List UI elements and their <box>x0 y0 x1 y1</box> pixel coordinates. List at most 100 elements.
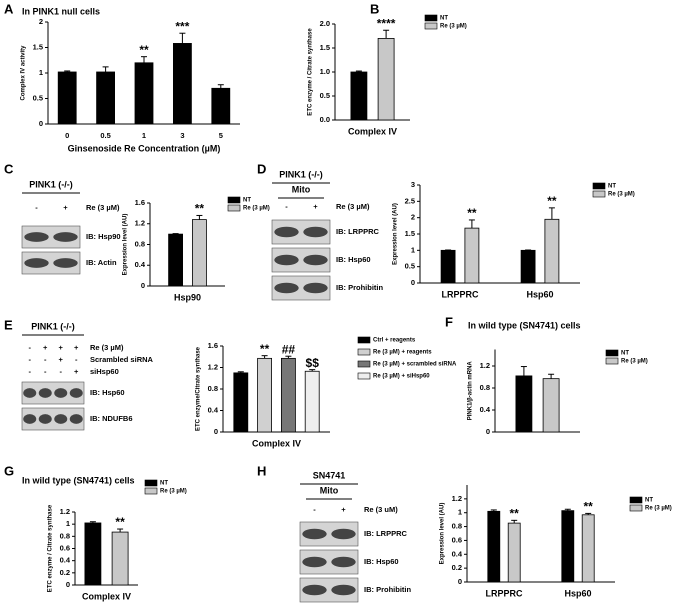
y-tick-label: 1 <box>458 508 462 517</box>
blot-band <box>38 388 52 398</box>
bar <box>487 510 501 583</box>
legend-swatch <box>357 348 371 356</box>
bar <box>111 531 129 586</box>
chart-title: In wild type (SN4741) cells <box>22 475 135 485</box>
legend-swatch <box>592 182 606 190</box>
bar <box>211 87 231 125</box>
blot-band <box>54 414 68 424</box>
row-label: Scrambled siRNA <box>90 355 154 364</box>
legend-swatch <box>357 336 371 344</box>
legend-swatch <box>629 496 643 504</box>
legend-swatch <box>424 22 438 30</box>
y-tick-label: 3 <box>411 180 415 189</box>
lane-sign: + <box>74 367 79 376</box>
x-tick-label: Complex IV <box>348 126 397 136</box>
y-tick-label: 0 <box>214 427 218 436</box>
bar <box>520 249 536 284</box>
blot-band <box>302 556 327 568</box>
x-tick-label: Hsp60 <box>564 588 591 598</box>
blot-header: PINK1 (-/-) <box>29 179 73 189</box>
lane-sign: + <box>341 505 346 514</box>
chart-title: In PINK1 null cells <box>22 6 100 16</box>
y-tick-label: 0.6 <box>452 535 462 544</box>
blot-box <box>21 407 85 431</box>
legend-label: NT <box>160 481 168 487</box>
bar <box>304 370 320 433</box>
x-axis-label: Ginsenoside Re Concentration (µM) <box>68 143 221 153</box>
blot-sub: Mito <box>320 485 339 495</box>
legend-swatch <box>144 487 158 495</box>
y-axis-label: ETC enzyme / Citrate synthase <box>48 504 54 592</box>
legend-swatch <box>605 349 619 357</box>
y-tick-label: 0 <box>39 119 43 128</box>
lane-sign: - <box>285 202 288 211</box>
y-tick-label: 0.2 <box>60 568 70 577</box>
bar <box>172 43 192 125</box>
significance-label: $$ <box>306 356 320 370</box>
lane-sign: - <box>313 505 316 514</box>
blot-band <box>303 254 328 266</box>
legend-label: Ctrl + reagents <box>373 338 416 344</box>
band-label: IB: Hsp60 <box>336 255 371 264</box>
bar <box>134 62 154 125</box>
legend-swatch <box>227 196 241 204</box>
band-label: IB: LRPPRC <box>364 529 408 538</box>
lane-sign: + <box>63 203 68 212</box>
blot-band <box>23 414 37 424</box>
y-tick-label: 0.8 <box>452 522 462 531</box>
bar <box>581 514 595 583</box>
y-tick-label: 2 <box>411 213 415 222</box>
bar <box>96 71 115 125</box>
lane-sign: - <box>44 355 47 364</box>
blot-header: PINK1 (-/-) <box>279 169 323 179</box>
significance-label: **** <box>377 16 396 30</box>
lane-sign: - <box>29 343 32 352</box>
band-label: IB: Hsp60 <box>90 388 125 397</box>
blot-band <box>53 258 78 268</box>
blot-band <box>38 414 52 424</box>
blot-band <box>331 528 356 540</box>
y-tick-label: 2.5 <box>405 196 415 205</box>
x-tick-label: 5 <box>219 131 223 140</box>
lane-sign: - <box>60 367 63 376</box>
legend-label: Re (3 µM) <box>440 24 467 30</box>
legend-swatch <box>357 372 371 380</box>
legend-label: NT <box>645 498 653 504</box>
band-label: IB: Prohibitin <box>336 283 383 292</box>
blot-box <box>21 251 81 275</box>
legend-label: Re (3 µM) + scrambled siRNA <box>373 362 457 368</box>
row-label: siHsp60 <box>90 367 119 376</box>
row-label: Re (3 µM) <box>86 203 120 212</box>
y-axis-label: PINK1/β-actin mRNA <box>468 361 474 421</box>
x-tick-label: LRPPRC <box>485 588 523 598</box>
band-label: IB: NDUFB6 <box>90 414 133 423</box>
lane-sign: - <box>29 367 32 376</box>
band-label: IB: Actin <box>86 258 117 267</box>
bar <box>561 510 575 583</box>
row-label: Re (3 µM) <box>90 343 124 352</box>
blot-band <box>54 388 68 398</box>
y-tick-label: 1.5 <box>320 43 330 52</box>
significance-label: ** <box>195 202 205 216</box>
y-tick-label: 2.0 <box>320 19 330 28</box>
bar <box>257 357 273 433</box>
x-tick-label: 1 <box>142 131 146 140</box>
significance-label: ** <box>510 507 520 521</box>
blot-band <box>24 258 49 268</box>
legend-label: NT <box>608 184 616 190</box>
blot-band <box>303 282 328 294</box>
panel-letter: C <box>4 161 14 176</box>
bar <box>168 233 184 287</box>
y-axis-label: ETC enzyme/Citrate synthase <box>196 346 202 431</box>
legend-swatch <box>424 14 438 22</box>
x-tick-label: 3 <box>180 131 184 140</box>
blot-box <box>21 225 81 249</box>
lane-sign: - <box>44 367 47 376</box>
bar <box>57 71 77 125</box>
y-tick-label: 0 <box>66 580 70 589</box>
significance-label: ** <box>260 342 270 356</box>
legend-label: Re (3 µM) <box>608 192 635 198</box>
y-tick-label: 1.2 <box>60 507 70 516</box>
y-tick-label: 0.5 <box>320 91 330 100</box>
